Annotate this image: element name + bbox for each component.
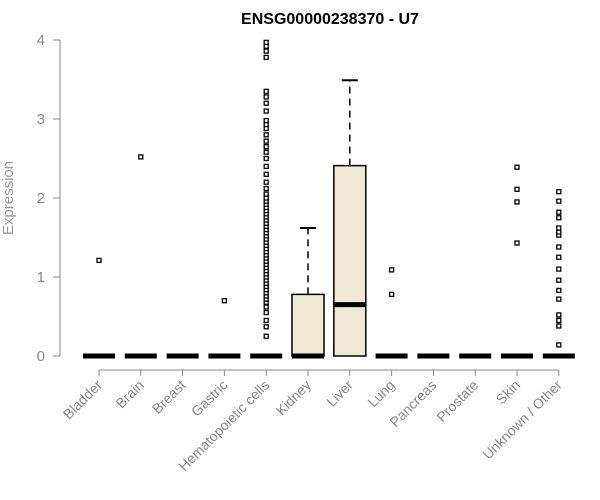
outlier-point <box>263 88 269 94</box>
box-series <box>83 39 575 359</box>
outlier-point <box>556 189 562 195</box>
outlier-point <box>263 149 269 155</box>
outlier-point <box>556 287 562 294</box>
outlier-point <box>263 39 269 46</box>
outlier-point <box>263 94 269 100</box>
y-axis-label: Expression <box>0 161 17 235</box>
outlier-point <box>514 164 520 170</box>
outlier-point <box>388 267 395 273</box>
outlier-point <box>263 185 269 192</box>
x-tick-label: Unknown / Other <box>479 377 565 463</box>
x-tick-label: Bladder <box>60 377 106 423</box>
outlier-point <box>263 48 269 54</box>
outlier-point <box>263 309 269 316</box>
x-tick-label: Brain <box>112 377 146 411</box>
outlier-point <box>263 179 269 185</box>
iqr-box <box>291 293 325 357</box>
outlier-point <box>556 215 562 221</box>
outlier-point <box>556 244 562 250</box>
outlier-point <box>556 198 562 204</box>
outlier-point <box>263 54 269 61</box>
outlier-point <box>556 323 562 329</box>
y-tick-label: 0 <box>37 348 45 365</box>
x-tick-label: Lung <box>364 377 397 410</box>
outlier-point <box>556 342 562 348</box>
box-bladder <box>83 257 115 359</box>
outlier-point <box>263 304 269 310</box>
outlier-point <box>96 257 102 264</box>
outlier-point <box>263 171 269 177</box>
box-kidney <box>291 227 325 359</box>
outlier-point <box>263 143 269 150</box>
y-axis: 0 1 2 3 4 <box>37 32 61 365</box>
outlier-point <box>556 317 562 324</box>
outlier-point <box>263 324 269 330</box>
outlier-point <box>221 298 228 304</box>
outlier-point <box>263 163 269 170</box>
box-brain <box>124 154 157 359</box>
iqr-box <box>333 164 367 357</box>
outlier-point <box>263 132 269 138</box>
y-tick-label: 3 <box>37 111 45 128</box>
outlier-point <box>388 291 395 298</box>
outlier-point <box>556 254 562 260</box>
box-liver <box>333 79 367 357</box>
outlier-point <box>556 209 562 215</box>
outlier-point <box>556 296 562 302</box>
outlier-point <box>556 266 562 272</box>
outlier-point <box>263 108 269 114</box>
outlier-point <box>514 199 520 205</box>
outlier-point <box>263 155 269 162</box>
outlier-point <box>556 277 562 283</box>
outlier-point <box>514 240 520 246</box>
outlier-point <box>138 154 144 160</box>
outlier-point <box>514 186 520 192</box>
x-tick-label: Kidney <box>273 377 315 419</box>
box-lung <box>375 267 408 359</box>
y-tick-label: 1 <box>37 269 45 286</box>
outlier-point <box>263 138 269 144</box>
chart-title: ENSG00000238370 - U7 <box>241 11 419 28</box>
x-tick-label: Skin <box>493 377 524 408</box>
outlier-point <box>263 317 269 324</box>
outlier-point <box>263 333 269 339</box>
outlier-point <box>263 100 269 106</box>
x-tick-label: Breast <box>149 377 189 417</box>
box-unknown-other <box>542 189 575 359</box>
box-skin <box>501 164 533 359</box>
outlier-point <box>263 117 269 124</box>
outlier-point <box>556 312 562 318</box>
box-hematopoietic-cells <box>250 39 283 359</box>
box-gastric <box>208 298 241 359</box>
x-tick-label: Prostate <box>433 377 481 425</box>
y-tick-label: 2 <box>37 190 45 207</box>
x-tick-label: Liver <box>323 377 356 410</box>
y-tick-label: 4 <box>37 32 45 49</box>
outlier-point <box>263 191 269 197</box>
outlier-point <box>556 225 562 231</box>
